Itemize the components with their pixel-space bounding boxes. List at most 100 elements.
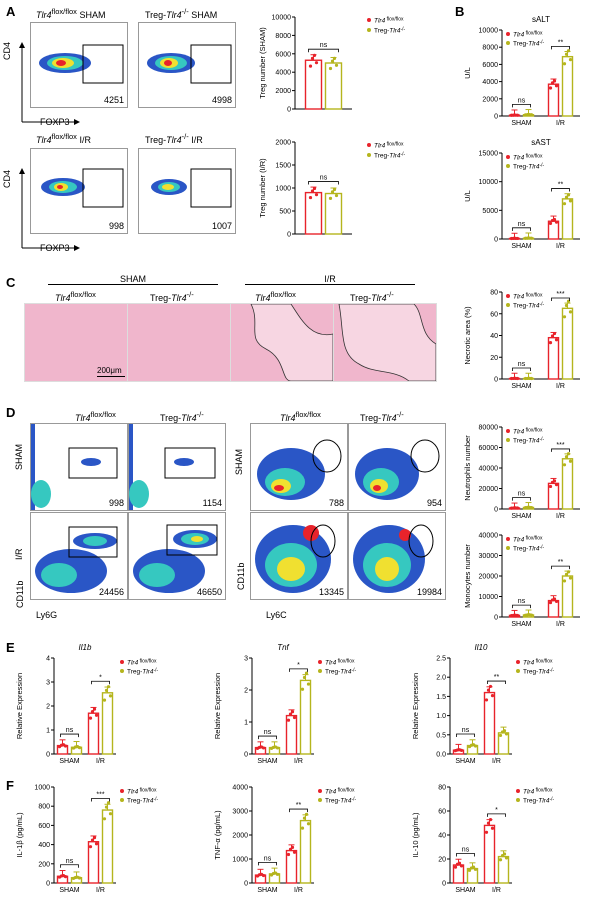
data-point: [63, 744, 68, 748]
axis-label: FOXP3: [40, 243, 70, 253]
chart-title: Tnf: [277, 643, 289, 652]
bar: [87, 712, 100, 755]
y-tick-label: 40: [490, 333, 498, 340]
bar: [324, 62, 343, 110]
flow-title: Tlr4flox/flox SHAM: [36, 7, 106, 20]
flow-plot: 46650: [128, 512, 226, 600]
y-axis-label: IL-10 (pg/mL): [411, 812, 420, 858]
y-tick-label: 0: [46, 752, 50, 759]
data-point: [488, 684, 493, 689]
significance-label: ns: [264, 855, 272, 862]
data-point: [102, 698, 107, 702]
gate-count: 1007: [211, 221, 232, 231]
y-tick-label: 40000: [479, 533, 499, 540]
data-point: [554, 599, 559, 604]
legend-marker: [318, 798, 322, 802]
data-point: [94, 842, 99, 846]
y-tick-label: 1000: [275, 186, 291, 193]
legend-marker: [318, 660, 322, 664]
data-point: [290, 710, 295, 714]
flow-title: Tlr4flox/flox: [280, 410, 321, 423]
data-point: [88, 845, 93, 849]
legend-label: Tlr4 flox/flox: [523, 788, 553, 796]
chart-d2: 0 10000 20000 30000 40000 Monocytes number SHA…: [463, 533, 580, 628]
data-point: [312, 186, 317, 191]
data-point: [502, 729, 507, 733]
significance-bracket: [258, 735, 277, 740]
significance-bracket: [258, 861, 277, 866]
y-tick-label: 2000: [275, 88, 291, 95]
chart-b1: sALT 0 2000 4000 6000 8000 10000 U/L SHAM ns I/R **…: [463, 15, 580, 127]
data-point: [515, 506, 520, 510]
significance-label: ns: [518, 97, 526, 104]
significance-bracket: [308, 48, 339, 53]
y-tick-label: 4000: [482, 79, 498, 86]
data-point: [552, 479, 557, 483]
group-header: SHAM: [48, 274, 218, 285]
significance-label: **: [558, 182, 564, 189]
data-point: [308, 64, 313, 68]
bar: [304, 191, 323, 235]
flow-plot: 4251: [30, 22, 128, 108]
data-point: [304, 812, 309, 816]
flow-plot: 4998: [138, 22, 236, 108]
gate-count: 998: [108, 498, 124, 508]
chart-d1: 0 20000 40000 60000 80000 Neutrophils number S…: [463, 425, 580, 520]
y-tick-label: 80: [438, 785, 446, 792]
legend-label: Treg-Tlr4-/-: [374, 27, 406, 35]
chart-title: sALT: [532, 15, 550, 24]
significance-bracket: [456, 853, 475, 857]
significance-bracket: [60, 733, 79, 738]
legend-marker: [506, 32, 510, 36]
bar: [299, 679, 312, 755]
row-label: SHAM: [234, 448, 244, 475]
data-point: [292, 715, 297, 720]
legend-marker: [506, 546, 510, 550]
data-point: [459, 864, 464, 868]
axis-label: Ly6G: [36, 610, 58, 620]
legend-marker: [367, 143, 371, 147]
axis-label: CD11b: [236, 562, 246, 590]
bar: [324, 192, 343, 235]
y-tick-label: 2000: [275, 140, 291, 147]
significance-bracket: [512, 604, 531, 609]
row-label: I/R: [14, 548, 24, 560]
y-tick-label: 0.0: [436, 752, 446, 759]
legend-label: Tlr4 flox/flox: [513, 536, 543, 544]
significance-label: ns: [518, 491, 526, 498]
gate-count: 24456: [98, 587, 124, 597]
y-tick-label: 6000: [275, 51, 291, 58]
legend-label: Tlr4 flox/flox: [513, 31, 543, 39]
legend-marker: [120, 669, 124, 673]
data-point: [529, 505, 534, 510]
data-point: [554, 84, 559, 88]
chart-f3: 0 20 40 60 80 IL-10 (pg/mL) SHAM ns I/R * Tlr4 flo…: [411, 785, 555, 895]
y-axis-label: Relative Expression: [15, 673, 24, 739]
legend-label: Treg-Tlr4-/-: [325, 797, 357, 805]
data-point: [564, 195, 569, 199]
data-point: [261, 746, 266, 750]
data-point: [566, 570, 571, 574]
data-point: [90, 709, 95, 714]
axis-label: Ly6C: [266, 610, 287, 620]
significance-bracket: [456, 733, 475, 738]
y-tick-label: 10000: [479, 594, 499, 601]
legend-marker: [506, 537, 510, 541]
legend-label: Tlr4 flox/flox: [513, 293, 543, 301]
data-point: [328, 66, 333, 71]
data-point: [562, 202, 567, 206]
data-point: [552, 217, 557, 222]
data-point: [568, 199, 573, 203]
x-tick-label: I/R: [492, 887, 501, 894]
chart-f1: 0 200 400 600 800 1000 IL-1β (pg/mL) SHAM ns I/R *…: [15, 785, 159, 895]
legend-label: Tlr4 flox/flox: [513, 428, 543, 436]
data-point: [529, 113, 534, 117]
x-tick-label: I/R: [556, 383, 565, 390]
y-axis-label: Necrotic area (%): [463, 306, 472, 365]
chart-b2: sAST 0 5000 10000 15000 U/L SHAM ns I/R ** Tlr4 fl…: [463, 138, 580, 250]
data-point: [548, 484, 553, 489]
legend-label: Treg-Tlr4-/-: [523, 668, 555, 676]
flow-plot: 1007: [138, 148, 236, 234]
bar: [561, 198, 574, 240]
